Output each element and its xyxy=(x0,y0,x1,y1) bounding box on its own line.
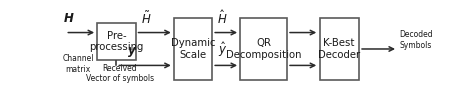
Text: Decoded
Symbols: Decoded Symbols xyxy=(398,30,432,50)
Text: K-Best
Decoder: K-Best Decoder xyxy=(317,38,359,60)
Text: Dynamic
Scale: Dynamic Scale xyxy=(170,38,215,60)
Text: $\hat{H}$: $\hat{H}$ xyxy=(217,9,227,27)
FancyBboxPatch shape xyxy=(174,18,212,80)
Text: QR
Decomposition: QR Decomposition xyxy=(225,38,301,60)
FancyBboxPatch shape xyxy=(97,23,135,60)
Text: $\boldsymbol{y}$: $\boldsymbol{y}$ xyxy=(127,45,137,59)
Text: Pre-
processing: Pre- processing xyxy=(89,31,143,52)
FancyBboxPatch shape xyxy=(240,18,286,80)
FancyBboxPatch shape xyxy=(319,18,358,80)
Text: $\tilde{H}$: $\tilde{H}$ xyxy=(141,10,151,27)
Text: Received
Vector of symbols: Received Vector of symbols xyxy=(86,64,154,83)
Text: $\boldsymbol{H}$: $\boldsymbol{H}$ xyxy=(63,12,75,25)
Text: Channel
matrix: Channel matrix xyxy=(62,54,94,74)
Text: $\hat{y}$: $\hat{y}$ xyxy=(218,40,227,59)
